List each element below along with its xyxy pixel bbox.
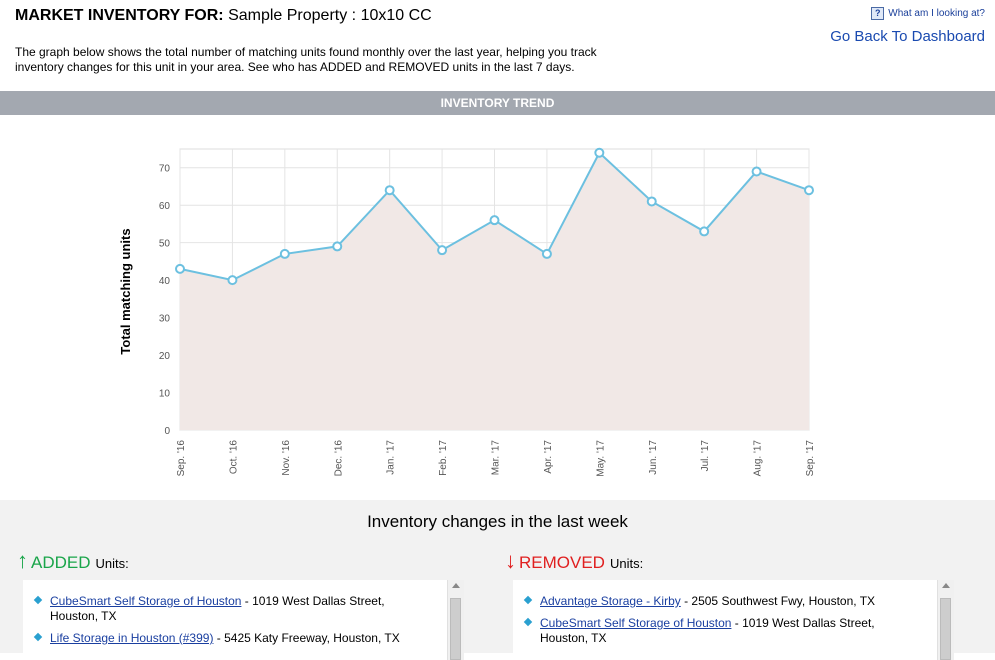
y-tick-label: 20	[159, 351, 171, 362]
added-list-scrollbar[interactable]	[447, 580, 464, 660]
page-description: The graph below shows the total number o…	[15, 45, 597, 74]
data-point	[489, 215, 500, 226]
facility-link[interactable]: Life Storage in Houston (#399)	[50, 631, 214, 645]
added-heading: ↑ ADDED Units:	[17, 550, 129, 573]
changes-title: Inventory changes in the last week	[367, 512, 628, 531]
diamond-bullet-icon	[33, 632, 43, 642]
y-axis-label: Total matching units	[118, 228, 133, 354]
added-label: ADDED	[31, 553, 91, 572]
facility-address: - 2505 Southwest Fwy, Houston, TX	[680, 594, 876, 608]
data-point	[227, 275, 238, 286]
scroll-up-icon[interactable]	[942, 583, 950, 588]
removed-heading: ↓ REMOVED Units:	[505, 550, 643, 573]
diamond-bullet-icon	[33, 595, 43, 605]
x-tick-label: Sep. '16	[176, 440, 187, 477]
list-item: Advantage Storage - Kirby - 2505 Southwe…	[523, 594, 925, 609]
data-point	[437, 245, 448, 256]
data-point	[646, 196, 657, 207]
facility-link[interactable]: Advantage Storage - Kirby	[540, 594, 681, 608]
diamond-bullet-icon	[523, 595, 533, 605]
scroll-thumb[interactable]	[940, 598, 951, 660]
x-tick-label: Feb. '17	[438, 440, 449, 476]
data-point	[699, 226, 710, 237]
removed-list: Advantage Storage - Kirby - 2505 Southwe…	[513, 580, 954, 646]
x-tick-label: Aug. '17	[753, 440, 764, 477]
data-point	[594, 147, 605, 158]
added-list: CubeSmart Self Storage of Houston - 1019…	[23, 580, 464, 646]
facility-address: - 5425 Katy Freeway, Houston, TX	[213, 631, 400, 645]
removed-suffix: Units:	[609, 556, 644, 571]
y-tick-label: 50	[159, 239, 171, 250]
data-point	[332, 241, 343, 252]
data-point	[175, 263, 185, 274]
y-tick-label: 30	[159, 314, 171, 325]
data-point	[541, 248, 552, 259]
scroll-thumb[interactable]	[450, 598, 461, 660]
y-tick-label: 60	[159, 201, 171, 212]
y-tick-label: 40	[159, 276, 171, 287]
arrow-down-icon: ↓	[505, 548, 516, 573]
page-title: MARKET INVENTORY FOR: Sample Property : …	[15, 7, 432, 25]
data-point	[804, 185, 814, 196]
x-tick-label: Dec. '16	[333, 440, 344, 477]
data-point	[751, 166, 762, 177]
series-area	[180, 152, 809, 430]
question-icon[interactable]: ?	[871, 7, 885, 20]
title-label: MARKET INVENTORY FOR:	[15, 7, 224, 24]
facility-address: - 1019 West Dallas Street, Houston, TX	[540, 616, 875, 645]
page-header: MARKET INVENTORY FOR: Sample Property : …	[0, 0, 995, 90]
data-point	[384, 185, 395, 196]
property-name: Sample Property : 10x10 CC	[228, 7, 432, 24]
list-item: Life Storage in Houston (#399) - 5425 Ka…	[33, 631, 435, 646]
facility-link[interactable]: CubeSmart Self Storage of Houston	[50, 594, 242, 608]
list-item: CubeSmart Self Storage of Houston - 1019…	[523, 616, 925, 646]
x-tick-label: Mar. '17	[491, 440, 502, 476]
y-tick-label: 0	[164, 426, 170, 437]
data-point	[279, 248, 290, 259]
added-list-box: CubeSmart Self Storage of Houston - 1019…	[23, 580, 464, 660]
x-tick-label: Apr. '17	[543, 440, 554, 474]
scroll-up-icon[interactable]	[452, 583, 460, 588]
x-tick-label: May. '17	[595, 440, 606, 477]
removed-list-scrollbar[interactable]	[937, 580, 954, 660]
inventory-trend-bar: INVENTORY TREND	[0, 91, 995, 115]
y-tick-label: 70	[159, 164, 171, 175]
inventory-chart-svg: 0 10 20 30 40 50 60 70 Sep. '16 Oct. '16 Nov. '16 D…	[118, 147, 816, 477]
inventory-chart: 0 10 20 30 40 50 60 70 Sep. '16 Oct. '16 Nov. '16 D…	[0, 115, 995, 500]
removed-list-box: Advantage Storage - Kirby - 2505 Southwe…	[513, 580, 954, 660]
list-item: CubeSmart Self Storage of Houston - 1019…	[33, 594, 435, 624]
changes-section: Inventory changes in the last week ↑ ADD…	[0, 500, 995, 660]
facility-link[interactable]: CubeSmart Self Storage of Houston	[540, 616, 732, 630]
x-tick-label: Jul. '17	[700, 440, 711, 472]
x-tick-label: Sep. '17	[805, 440, 816, 477]
y-tick-label: 10	[159, 389, 171, 400]
x-tick-label: Oct. '16	[228, 440, 239, 475]
x-tick-label: Nov. '16	[281, 440, 292, 476]
x-tick-label: Jun. '17	[648, 440, 659, 475]
help-link[interactable]: ? What am I looking at?	[871, 7, 985, 20]
facility-address: - 1019 West Dallas Street, Houston, TX	[50, 594, 385, 623]
arrow-up-icon: ↑	[17, 548, 28, 573]
removed-label: REMOVED	[519, 553, 605, 572]
help-link-label[interactable]: What am I looking at?	[888, 8, 985, 19]
added-suffix: Units:	[95, 556, 129, 571]
x-tick-label: Jan. '17	[386, 440, 397, 475]
diamond-bullet-icon	[523, 617, 533, 627]
back-to-dashboard-link[interactable]: Go Back To Dashboard	[830, 28, 985, 45]
